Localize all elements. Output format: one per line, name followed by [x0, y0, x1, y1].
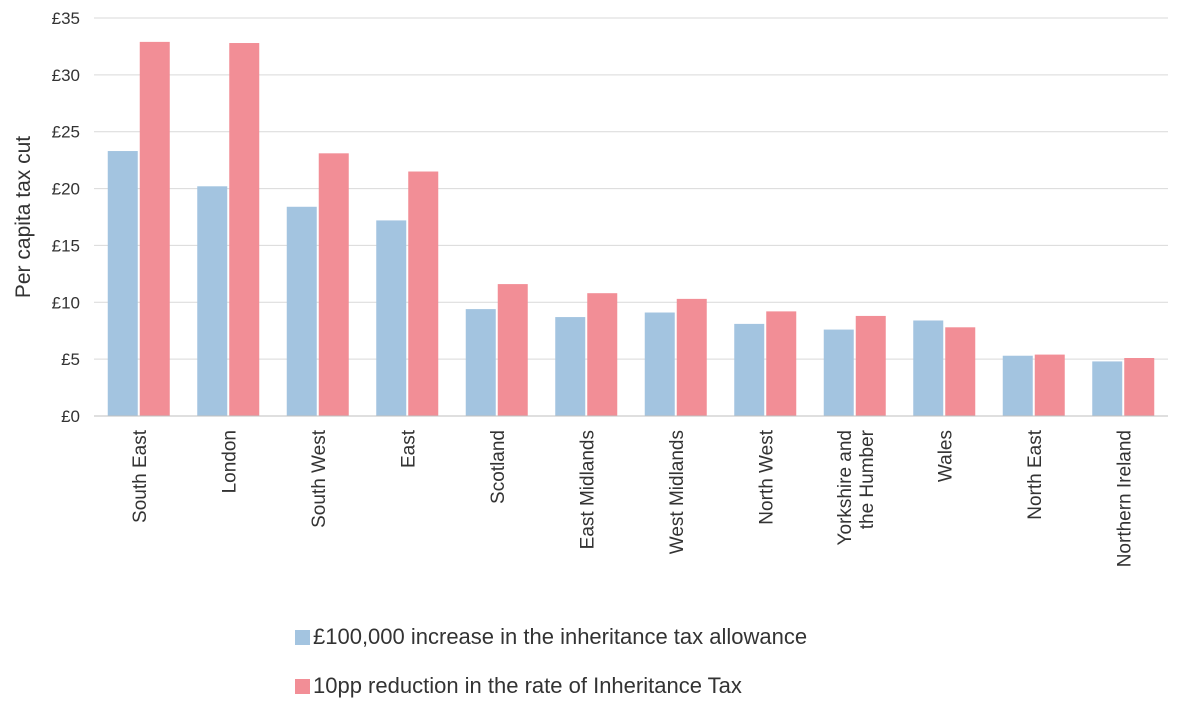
x-category-label: Yorkshire and the Humber — [835, 429, 878, 545]
x-category-label: North East — [1025, 429, 1046, 519]
bar-series-1 — [107, 151, 138, 416]
x-category-label: East Midlands — [577, 430, 598, 549]
x-axis-categories: South East London South West East Scotland Ea… — [130, 429, 1136, 567]
bar-series-1 — [286, 206, 317, 416]
x-category-label: North West — [756, 429, 777, 524]
bar-series-2 — [945, 327, 976, 416]
x-category-text: Wales — [935, 430, 956, 482]
x-category-label: Scotland — [488, 430, 509, 504]
bar-series-2 — [408, 171, 439, 416]
y-axis-ticks: £0 £5 £10 £15 £20 £25 £30 £35 — [52, 9, 80, 426]
bar-series-1 — [823, 329, 854, 416]
bar-series-2 — [676, 298, 707, 416]
bar-series-2 — [1124, 358, 1155, 416]
x-category-label: London — [219, 430, 240, 493]
bar-series-2 — [229, 43, 260, 416]
x-category-text: East Midlands — [577, 430, 598, 549]
bar-series-2 — [318, 153, 349, 416]
legend-label: 10pp reduction in the rate of Inheritanc… — [313, 673, 742, 698]
x-category-label: East — [398, 429, 419, 468]
bar-series-1 — [734, 323, 765, 416]
bar-series-2 — [497, 284, 528, 416]
x-category-text: South West — [309, 429, 330, 528]
y-tick-label: £10 — [52, 293, 80, 312]
bar-series-2 — [587, 293, 618, 416]
bar-series-1 — [644, 312, 675, 416]
bars — [107, 41, 1155, 416]
y-tick-label: £5 — [61, 350, 80, 369]
legend-swatch — [295, 679, 310, 694]
bar-series-2 — [1034, 354, 1065, 416]
y-tick-label: £30 — [52, 66, 80, 85]
bar-series-2 — [139, 41, 170, 416]
x-category-text: West Midlands — [667, 430, 688, 554]
bar-series-1 — [1002, 355, 1033, 416]
bar-series-1 — [555, 317, 586, 416]
x-category-text: Yorkshire and — [835, 430, 856, 545]
x-category-text: Scotland — [488, 430, 509, 504]
x-category-text: North East — [1025, 429, 1046, 519]
legend-label: £100,000 increase in the inheritance tax… — [313, 624, 807, 649]
x-category-text: North West — [756, 429, 777, 524]
y-axis-label: Per capita tax cut — [12, 136, 35, 298]
y-tick-label: £25 — [52, 123, 80, 142]
bar-series-1 — [913, 320, 944, 416]
bar-series-1 — [376, 220, 407, 416]
bar-series-1 — [465, 309, 496, 416]
bar-series-1 — [1092, 361, 1123, 416]
y-tick-label: £15 — [52, 236, 80, 255]
legend: £100,000 increase in the inheritance tax… — [295, 624, 807, 698]
x-category-text: South East — [130, 429, 151, 523]
x-category-text: Northern Ireland — [1114, 430, 1135, 567]
y-tick-label: £0 — [61, 407, 80, 426]
bar-series-2 — [766, 311, 797, 416]
legend-swatch — [295, 630, 310, 645]
x-category-label: West Midlands — [667, 430, 688, 554]
x-category-label: South West — [309, 429, 330, 528]
x-category-text: East — [398, 429, 419, 468]
x-category-text: the Humber — [857, 429, 878, 529]
x-category-label: Northern Ireland — [1114, 430, 1135, 567]
x-category-label: South East — [130, 429, 151, 523]
x-category-label: Wales — [935, 430, 956, 482]
y-tick-label: £20 — [52, 180, 80, 199]
gridlines — [94, 17, 1168, 417]
x-category-text: London — [219, 430, 240, 493]
bar-series-2 — [855, 315, 886, 416]
y-tick-label: £35 — [52, 9, 80, 28]
bar-series-1 — [197, 186, 228, 416]
